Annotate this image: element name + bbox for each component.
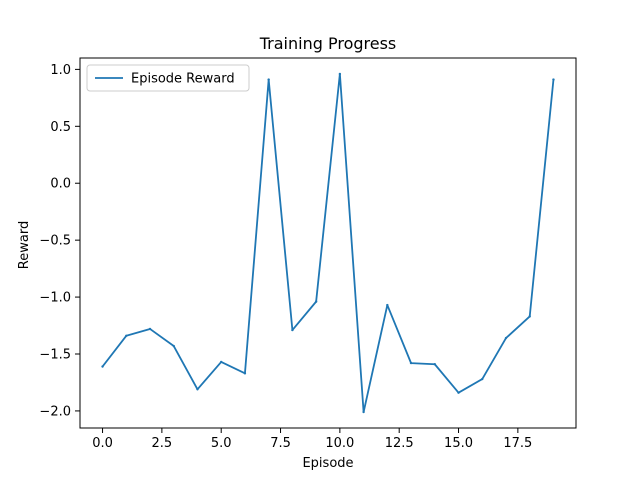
- data-point: [457, 391, 460, 394]
- data-point: [220, 360, 223, 364]
- data-point: [409, 361, 413, 365]
- y-axis-title: Reward: [17, 221, 32, 269]
- y-tick-label: −0.5: [39, 234, 71, 249]
- data-point: [528, 315, 531, 318]
- data-point: [552, 78, 555, 81]
- data-point: [196, 388, 199, 391]
- legend: Episode Reward: [86, 64, 250, 92]
- y-tick-label: −2.0: [39, 404, 71, 419]
- legend-label: Episode Reward: [131, 72, 235, 87]
- y-tick-label: 1.0: [50, 63, 71, 78]
- x-tick-label: 15.0: [444, 436, 473, 451]
- data-point: [504, 336, 508, 340]
- axis-ticks: 0.0 2.5 5.0 7.5 10.0 12.5 15.0 17.5 −2.0 −1.5 −1.0…: [39, 63, 532, 451]
- y-tick-label: −1.0: [39, 291, 71, 306]
- y-tick-label: 0.5: [50, 120, 71, 135]
- data-point: [481, 377, 484, 381]
- data-point: [267, 78, 270, 81]
- data-point: [314, 300, 318, 303]
- x-tick-label: 7.5: [270, 436, 291, 451]
- x-tick-label: 5.0: [211, 436, 232, 451]
- x-tick-label: 17.5: [503, 436, 532, 451]
- data-point: [433, 363, 436, 366]
- legend-box: [86, 64, 250, 92]
- data-point: [148, 327, 152, 331]
- data-point: [243, 372, 247, 375]
- data-point: [291, 328, 294, 332]
- plot-frame: [79, 57, 577, 429]
- x-tick-label: 10.0: [325, 436, 354, 451]
- y-tick-label: −1.5: [39, 348, 71, 363]
- x-axis-title: Episode: [302, 456, 353, 471]
- data-point: [386, 303, 389, 307]
- data-point: [338, 72, 342, 76]
- chart-title: Training Progress: [259, 34, 397, 53]
- data-point: [125, 334, 128, 337]
- x-tick-label: 0.0: [92, 436, 113, 451]
- series-layer: [101, 72, 555, 414]
- data-point: [101, 365, 104, 368]
- x-tick-label: 2.5: [152, 436, 173, 451]
- series-line: [101, 73, 555, 413]
- data-point: [362, 410, 365, 414]
- y-tick-label: 0.0: [50, 177, 71, 192]
- data-point: [172, 344, 175, 348]
- x-tick-label: 12.5: [385, 436, 414, 451]
